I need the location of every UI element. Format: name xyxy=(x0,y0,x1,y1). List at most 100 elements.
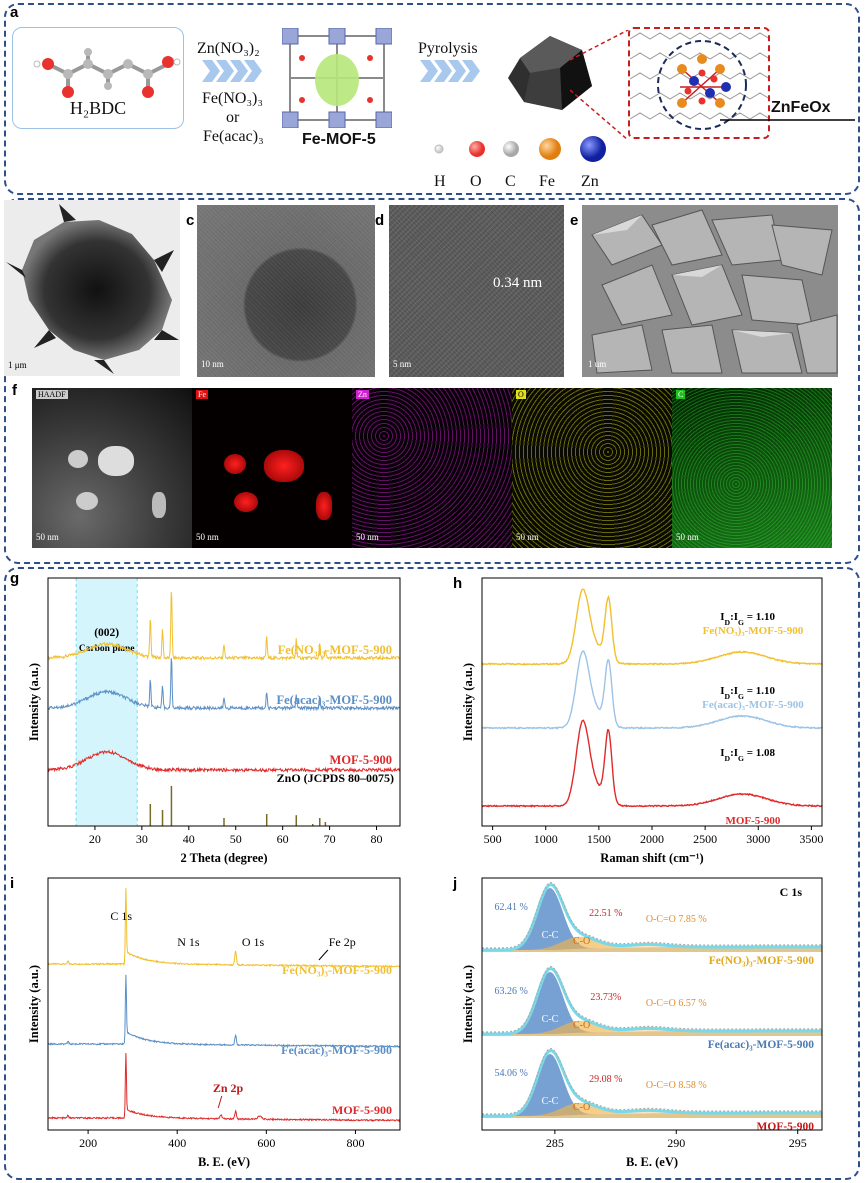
d-spacing-label: 0.34 nm xyxy=(493,275,543,291)
scale-bar-d: 5 nm xyxy=(393,359,412,369)
xps-survey-chart: Fe(NO₃)₃-MOF-5-900 Fe(acac)₃-MOF-5-900 MOF… xyxy=(27,877,401,1169)
x-tick-label: 285 xyxy=(546,1136,564,1150)
tile-scale-c: 50 nm xyxy=(676,532,699,542)
product-pointer-line xyxy=(720,119,855,121)
c1s-envelope-line xyxy=(482,883,822,952)
xrd-series-line xyxy=(47,591,401,662)
cc-percent-label: 62.41 % xyxy=(494,902,527,913)
y-axis-label: Intensity (a.u.) xyxy=(461,663,475,741)
co-percent-label: 29.08 % xyxy=(589,1074,622,1085)
panel-label-i: i xyxy=(10,875,15,892)
x-tick-label: 800 xyxy=(346,1136,364,1150)
plot-frame xyxy=(47,877,401,1131)
xps-survey-line xyxy=(47,887,401,968)
xrd-series-line xyxy=(47,658,401,712)
lattice-fringes xyxy=(389,205,564,377)
panel-label-j: j xyxy=(453,875,458,892)
scale-bar-b: 1 μm xyxy=(8,360,27,370)
x-axis-label: B. E. (eV) xyxy=(198,1155,250,1169)
co-component-label: C-O xyxy=(573,1020,590,1031)
atom-legend-icons xyxy=(434,136,606,162)
zoom-box xyxy=(628,27,770,139)
x-tick-label: 30 xyxy=(136,832,148,846)
x-tick-label: 20 xyxy=(89,832,101,846)
mof-structure-icon xyxy=(282,28,392,128)
scale-bar-c: 10 nm xyxy=(201,359,224,369)
c1s-peak-label: C 1s xyxy=(110,909,132,923)
legend-zn: Zn xyxy=(581,173,599,190)
cc-component-label: C-C xyxy=(542,1014,559,1025)
x-tick-label: 60 xyxy=(277,832,289,846)
atom-legend: H O C Fe Zn xyxy=(425,135,625,190)
tile-scale-fe: 50 nm xyxy=(196,532,219,542)
panel-label-a: a xyxy=(10,4,19,21)
xrd-series-label: MOF-5-900 xyxy=(330,753,392,767)
nanosheets-texture xyxy=(591,209,838,374)
xps-survey-line xyxy=(47,1052,401,1123)
fe2p-pointer-arrow xyxy=(318,949,329,961)
zn-atom-icon xyxy=(580,136,606,162)
occo-percent-label: O-C=O 8.58 % xyxy=(646,1080,707,1091)
ligand-label: H₂BDC xyxy=(69,98,127,118)
co-percent-label: 22.51 % xyxy=(589,908,622,919)
id-ig-ratio-label: ID:IG = 1.10 xyxy=(720,611,775,627)
h-atom-icon xyxy=(434,144,444,154)
xrd-series-label: Fe(acac)₃-MOF-5-900 xyxy=(277,693,393,707)
n1s-peak-label: N 1s xyxy=(177,935,200,949)
x-tick-label: 70 xyxy=(324,832,336,846)
raman-series-label: Fe(NO₃)₃-MOF-5-900 xyxy=(703,625,804,637)
reagent-fe-acac: Fe(acac)₃ xyxy=(203,128,264,145)
occo-component-fill xyxy=(482,1110,822,1118)
panel-label-h: h xyxy=(453,575,463,592)
id-ig-ratio-label: ID:IG = 1.10 xyxy=(720,685,775,701)
raman-series-line xyxy=(481,588,823,666)
product-label: ZnFeOx xyxy=(771,99,831,116)
xps-survey-label: Fe(acac)₃-MOF-5-900 xyxy=(281,1043,392,1057)
noise-texture xyxy=(197,205,375,377)
x-tick-label: 290 xyxy=(667,1136,685,1150)
c1s-envelope-line xyxy=(482,1049,822,1118)
eds-tile-o: O 50 nm xyxy=(512,388,672,548)
eds-tile-zn: Zn 50 nm xyxy=(352,388,512,548)
x-tick-label: 2500 xyxy=(693,832,717,846)
cc-component-label: C-C xyxy=(542,1096,559,1107)
panel-label-c: c xyxy=(186,212,195,229)
y-axis-label: Intensity (a.u.) xyxy=(27,663,41,741)
x-axis-label: B. E. (eV) xyxy=(626,1155,678,1169)
c1s-envelope-line xyxy=(482,967,822,1036)
x-tick-label: 80 xyxy=(371,832,383,846)
spectra-section xyxy=(4,567,860,1180)
hrtem-image-d: 0.34 nm 5 nm xyxy=(389,205,564,377)
c1s-fit-line xyxy=(482,881,822,949)
xrd-series-line xyxy=(47,749,401,774)
lattice-illustration xyxy=(630,32,768,130)
zoom-connector-lines xyxy=(570,30,629,141)
annotation-carbon-plane: Carbon plane xyxy=(79,644,135,654)
xps-survey-line xyxy=(47,974,401,1049)
zn2p-peak-label: Zn 2p xyxy=(213,1081,244,1095)
schematic-section xyxy=(4,3,860,195)
annotation-002: (002) xyxy=(94,627,119,639)
cc-component-fill xyxy=(482,1054,822,1118)
particle-silhouette xyxy=(6,204,179,374)
eds-tile-haadf: HAADF 50 nm xyxy=(32,388,192,548)
legend-o: O xyxy=(470,173,482,190)
reagent-or: or xyxy=(226,109,240,126)
x-tick-label: 40 xyxy=(183,832,195,846)
x-tick-label: 2000 xyxy=(640,832,664,846)
reagent-fe-nitrate: Fe(NO₃)₃ xyxy=(202,90,263,107)
x-tick-label: 500 xyxy=(484,832,502,846)
xrd-chart: (002) Carbon plane Fe(NO₃)₃-MOF-5-900 Fe(ac… xyxy=(27,577,401,865)
co-percent-label: 23.73% xyxy=(590,992,621,1003)
c1s-series-label: Fe(NO₃)₃-MOF-5-900 xyxy=(709,955,814,967)
plot-frame xyxy=(47,577,401,827)
eds-tile-fe: Fe 50 nm xyxy=(192,388,352,548)
c1s-series-label: Fe(acac)₃-MOF-5-900 xyxy=(708,1039,815,1051)
fe-atom-icon xyxy=(539,138,561,160)
cc-component-fill xyxy=(482,972,822,1036)
c1s-title: C 1s xyxy=(780,885,803,899)
x-tick-label: 600 xyxy=(257,1136,275,1150)
x-tick-label: 3000 xyxy=(746,832,770,846)
reference-label: ZnO (JCPDS 80–0075) xyxy=(277,771,394,785)
